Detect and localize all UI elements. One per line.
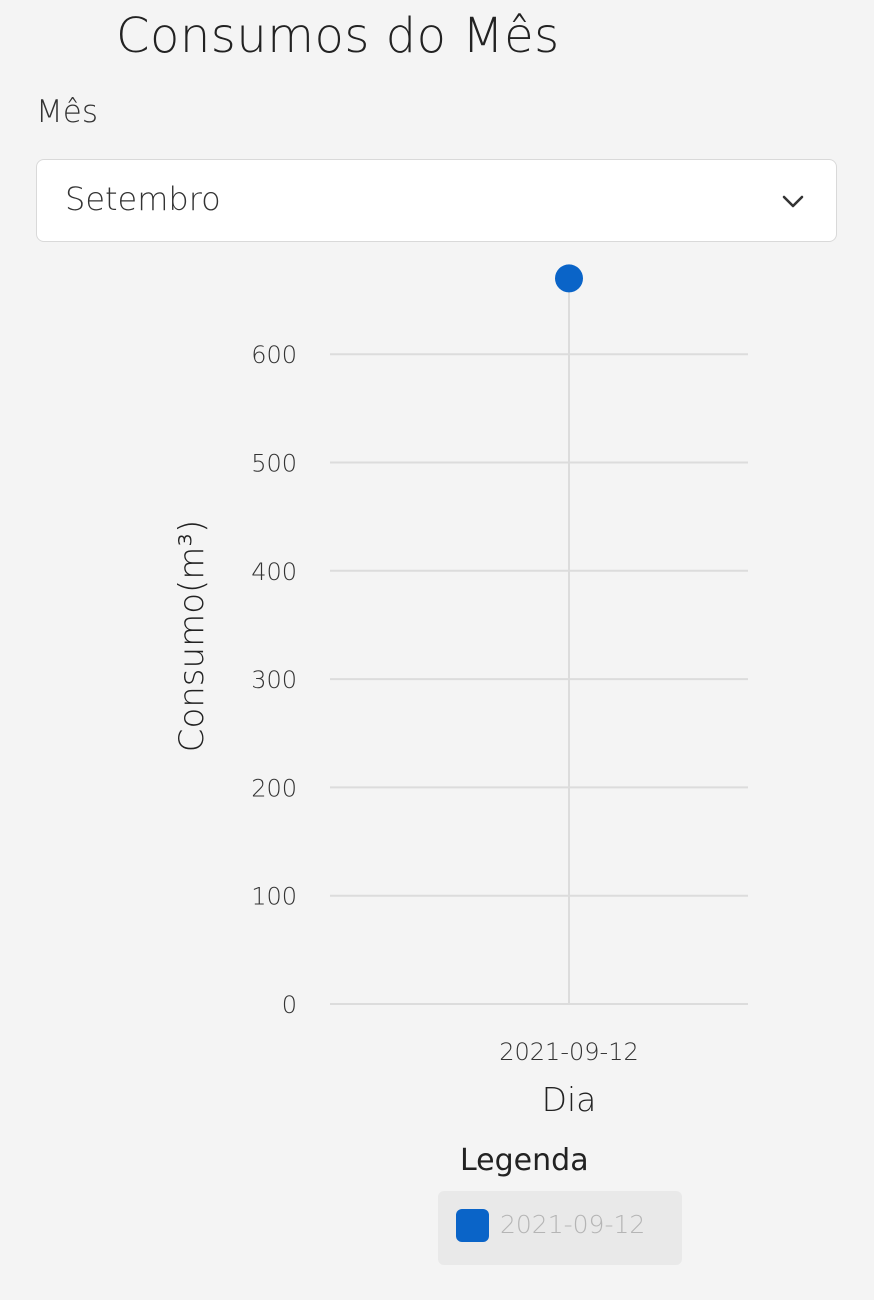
x-axis-label: Dia <box>542 1080 597 1119</box>
y-axis-label: Consumo(m³) <box>172 520 212 753</box>
data-point <box>555 264 583 293</box>
y-tick-label: 200 <box>251 774 297 802</box>
legend-item-label: 2021-09-12 <box>500 1210 646 1239</box>
y-tick-label: 600 <box>251 341 297 369</box>
legend-title: Legenda <box>460 1143 589 1178</box>
y-tick-label: 0 <box>282 991 297 1019</box>
y-tick-label: 300 <box>251 666 297 694</box>
x-tick-label: 2021-09-12 <box>499 1038 638 1066</box>
y-tick-label: 400 <box>251 558 297 586</box>
page-title: Consumos do Mês <box>116 8 560 64</box>
consumption-chart: 0 100 200 300 400 500 600 2021-09-12 Dia Consumo… <box>172 264 748 1119</box>
month-select-value: Setembro <box>65 180 221 218</box>
chevron-down-icon <box>782 195 804 208</box>
y-tick-label: 500 <box>251 450 297 478</box>
month-label: Mês <box>36 94 98 130</box>
month-select[interactable]: Setembro <box>36 159 837 242</box>
y-tick-label: 100 <box>251 883 297 911</box>
legend-item[interactable]: 2021-09-12 <box>438 1191 682 1265</box>
legend-swatch <box>456 1209 489 1242</box>
